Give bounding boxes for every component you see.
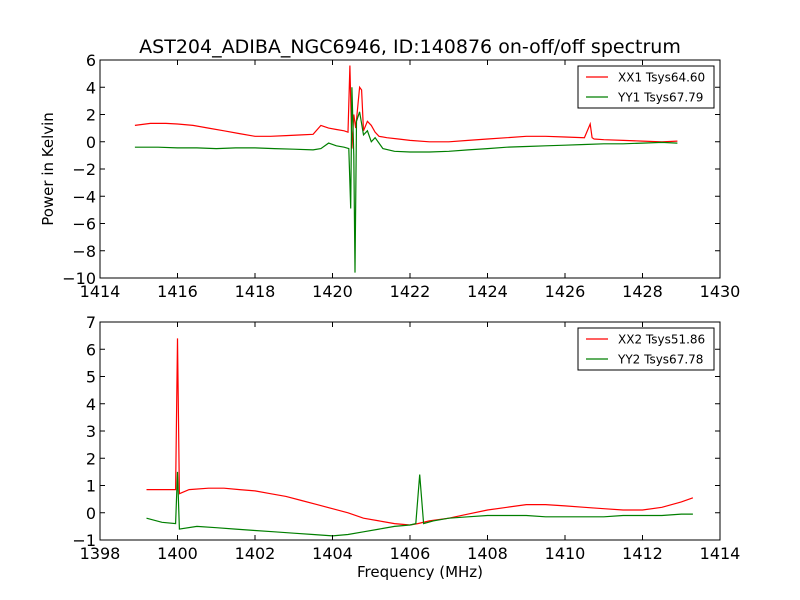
y-tick-label: 4 [86, 78, 96, 97]
x-tick-label: 1422 [390, 282, 431, 301]
y-tick-label: 2 [86, 449, 96, 468]
legend-box [577, 327, 715, 371]
x-tick-label: 1426 [545, 282, 586, 301]
x-tick-label: 1398 [80, 544, 121, 563]
y-tick-label: −2 [72, 160, 96, 179]
y-tick-label: 0 [86, 504, 96, 523]
series-line-xx2 [146, 338, 694, 526]
x-tick-label: 1400 [157, 544, 198, 563]
y-tick-label: 0 [86, 133, 96, 152]
y-tick-label: 3 [86, 422, 96, 441]
y-axis-label: Power in Kelvin [39, 112, 57, 226]
x-axis-label: Frequency (MHz) [357, 563, 483, 581]
x-tick-label: 1408 [467, 544, 508, 563]
x-tick-label: 1424 [467, 282, 508, 301]
x-tick-label: 1412 [622, 544, 663, 563]
x-tick-label: 1414 [80, 282, 121, 301]
y-tick-label: −10 [62, 269, 96, 288]
y-tick-label: 5 [86, 368, 96, 387]
x-tick-label: 1428 [622, 282, 663, 301]
legend: XX1 Tsys64.60 YY1 Tsys67.79 [577, 65, 715, 109]
y-tick-label: −6 [72, 215, 96, 234]
top-panel: 1414 1416 1418 1420 1422 1424 1426 1428 1430 −10 −… [39, 51, 740, 301]
y-tick-label: −4 [72, 187, 96, 206]
x-tick-label: 1404 [312, 544, 353, 563]
legend-entry: YY2 Tsys67.78 [617, 353, 703, 367]
legend-entry: XX2 Tsys51.86 [618, 333, 705, 347]
series-line-yy1 [134, 87, 678, 273]
x-tick-label: 1416 [157, 282, 198, 301]
series-line-xx1 [134, 65, 678, 149]
y-tick-label: 6 [86, 340, 96, 359]
legend: XX2 Tsys51.86 YY2 Tsys67.78 [577, 327, 715, 371]
series-line-yy2 [146, 471, 693, 537]
y-tick-label: 1 [86, 477, 96, 496]
legend-entry: YY1 Tsys67.79 [617, 91, 703, 105]
x-tick-label: 1420 [312, 282, 353, 301]
x-tick-label: 1418 [235, 282, 276, 301]
legend-entry: XX1 Tsys64.60 [618, 71, 705, 85]
y-tick-label: −8 [72, 242, 96, 261]
y-tick-label: 4 [86, 395, 96, 414]
x-tick-label: 1414 [700, 544, 741, 563]
x-tick-label: 1402 [235, 544, 276, 563]
y-tick-label: 2 [86, 106, 96, 125]
figure-title: AST204_ADIBA_NGC6946, ID:140876 on-off/o… [139, 36, 681, 58]
y-tick-label: 6 [86, 51, 96, 70]
x-tick-label: 1406 [390, 544, 431, 563]
legend-box [577, 65, 715, 109]
x-tick-label: 1410 [545, 544, 586, 563]
x-tick-label: 1430 [700, 282, 741, 301]
bottom-panel: 1398 1400 1402 1404 1406 1408 1410 1412 1414 −1 0 1… [72, 313, 740, 581]
y-tick-label: −1 [72, 531, 96, 550]
y-tick-label: 7 [86, 313, 96, 332]
